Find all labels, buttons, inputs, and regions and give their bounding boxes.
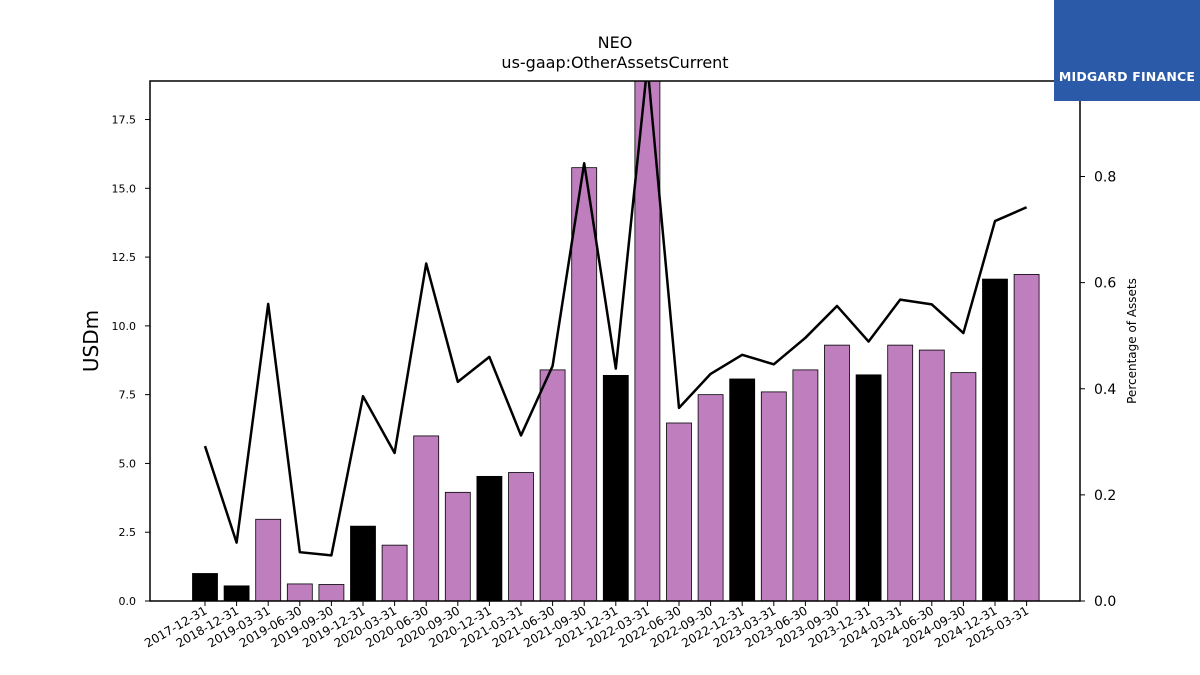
- bar-layer: [192, 81, 1040, 601]
- bar-2021-09-30: [571, 167, 598, 601]
- bar-2019-06-30: [286, 583, 313, 601]
- bar-2019-09-30: [318, 584, 345, 601]
- bar-2024-09-30: [950, 372, 977, 601]
- y-axis-label: USDm: [79, 310, 103, 372]
- y-axis-right: 0.0 0.2 0.4 0.6 0.8: [1080, 170, 1116, 610]
- bar-2023-06-30: [792, 369, 819, 601]
- bar-2022-06-30: [666, 422, 692, 601]
- bar-2023-09-30: [824, 344, 850, 601]
- y2-tick-label: 0.6: [1094, 276, 1116, 292]
- y-tick-label: 2.5: [119, 526, 137, 539]
- y2-tick-label: 0.2: [1094, 488, 1116, 504]
- y-tick-label: 0.0: [119, 595, 137, 608]
- y2-tick-label: 0.0: [1094, 594, 1116, 610]
- bar-2020-06-30: [413, 435, 440, 601]
- bar-2024-12-31: [982, 278, 1008, 601]
- x-axis: 2017-12-312018-12-312019-03-312019-06-30…: [142, 601, 1031, 650]
- midgard-finance-logo: MIDGARD FINANCE: [1054, 0, 1200, 101]
- bar-2021-12-31: [602, 374, 629, 601]
- y-tick-label: 10.0: [112, 320, 137, 333]
- bar-2022-12-31: [729, 378, 756, 601]
- bar-2018-12-31: [223, 585, 250, 601]
- logo-text: MIDGARD FINANCE: [1058, 69, 1196, 84]
- bar-2020-03-31: [381, 544, 408, 601]
- chart-subtitle: us-gaap:OtherAssetsCurrent: [501, 53, 728, 72]
- bar-2021-03-31: [508, 472, 534, 601]
- bar-2019-12-31: [350, 525, 376, 601]
- y-tick-label: 17.5: [112, 114, 137, 127]
- plot-frame: [149, 80, 1081, 602]
- y2-tick-label: 0.4: [1094, 382, 1116, 398]
- bar-2020-09-30: [444, 491, 471, 601]
- bar-2021-06-30: [539, 369, 566, 601]
- y-tick-label: 12.5: [112, 251, 137, 264]
- bar-2023-12-31: [855, 374, 882, 601]
- y-tick-label: 5.0: [119, 457, 137, 470]
- y2-tick-label: 0.8: [1094, 170, 1116, 186]
- bar-2022-09-30: [697, 394, 724, 601]
- bar-2024-03-31: [887, 344, 914, 601]
- line-layer: [203, 81, 1028, 557]
- bar-2023-03-31: [760, 391, 787, 601]
- bar-2019-03-31: [255, 518, 282, 601]
- bar-2025-03-31: [1013, 274, 1040, 601]
- pct-assets-line: [203, 81, 1028, 557]
- y-tick-label: 15.0: [112, 182, 137, 195]
- bar-2017-12-31: [192, 573, 218, 601]
- logo-mark-icon: [1054, 0, 1200, 101]
- y-tick-label: 7.5: [119, 389, 137, 402]
- bar-2020-12-31: [476, 475, 503, 601]
- y-axis-left: 0.0 2.5 5.0 7.5 10.0 12.5 15.0 17.5: [112, 114, 150, 608]
- chart-title: NEO: [598, 33, 633, 52]
- bar-2024-06-30: [918, 349, 945, 601]
- y2-axis-label: Percentage of Assets: [1125, 278, 1139, 404]
